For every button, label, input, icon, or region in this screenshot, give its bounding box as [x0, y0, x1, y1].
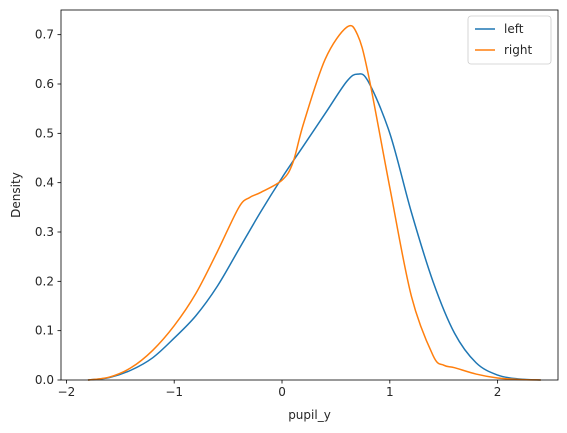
legend-box: [467, 15, 552, 65]
y-tick-label: 0.2: [35, 274, 54, 288]
y-tick-label: 0.6: [35, 77, 54, 91]
ticks: −2 −1 0 1 2 0.0 0.1 0.2 0.3 0.4 0.5 0.6 0.7: [35, 28, 502, 399]
y-tick-label: 0.3: [35, 225, 54, 239]
axes-frame: [60, 9, 559, 381]
x-tick-label: −1: [165, 385, 183, 399]
y-tick-label: 0.4: [35, 176, 54, 190]
series-line-left: [87, 73, 541, 381]
x-axis-label: pupil_y: [288, 408, 331, 422]
x-tick-label: 1: [386, 385, 394, 399]
legend-label-left: left: [504, 22, 524, 36]
y-tick-label: 0.5: [35, 126, 54, 140]
legend-label-right: right: [504, 43, 532, 57]
y-axis-label: Density: [9, 172, 23, 218]
x-tick-label: 2: [494, 385, 502, 399]
x-tick-label: 0: [278, 385, 286, 399]
y-tick-label: 0.1: [35, 324, 54, 338]
x-tick-label: −2: [58, 385, 76, 399]
y-tick-label: 0.7: [35, 28, 54, 42]
legend: left right: [467, 15, 552, 65]
plot-area: [87, 24, 541, 381]
series-line-right: [87, 24, 541, 381]
y-tick-label: 0.0: [35, 373, 54, 387]
